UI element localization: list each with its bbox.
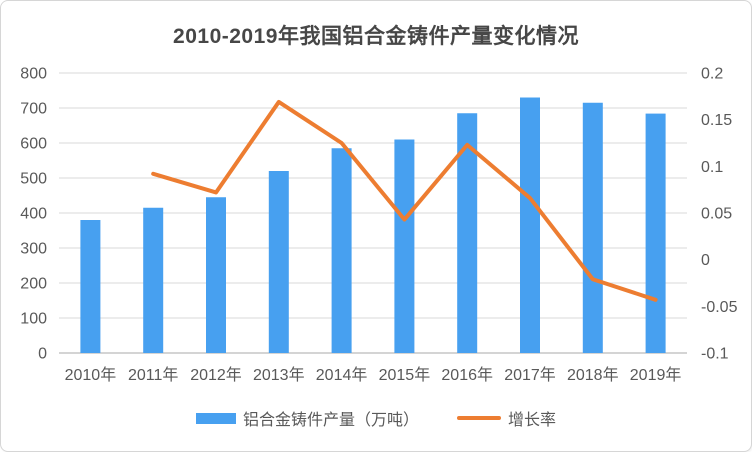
y-axis-right-tick-label: 0.15 bbox=[701, 112, 732, 129]
bar-2011年 bbox=[143, 207, 164, 353]
y-axis-left-tick-label: 600 bbox=[20, 136, 47, 153]
growth-rate-line bbox=[151, 99, 658, 302]
line-series-swatch bbox=[457, 416, 501, 420]
y-axis-left-tick-label: 700 bbox=[20, 101, 47, 118]
y-axis-right-tick-label: 0 bbox=[701, 252, 710, 269]
y-axis-right-tick-label: 0.05 bbox=[701, 206, 732, 223]
chart-title: 2010-2019年我国铝合金铸件产量变化情况 bbox=[173, 25, 579, 48]
y-axis-left-tick-label: 500 bbox=[20, 171, 47, 188]
bar-2018年 bbox=[582, 102, 603, 353]
bar-2014年 bbox=[331, 148, 352, 353]
x-axis-tick-label: 2019年 bbox=[630, 366, 682, 384]
bar-2010年 bbox=[80, 220, 101, 353]
y-axis-right-tick-label: 0.2 bbox=[701, 66, 723, 83]
bar-2016年 bbox=[457, 113, 478, 353]
bar-2013年 bbox=[268, 171, 289, 353]
x-axis-tick-label: 2010年 bbox=[65, 366, 117, 384]
bar-2019年 bbox=[645, 113, 666, 353]
y-axis-right-tick-label: -0.1 bbox=[701, 346, 729, 363]
x-axis-tick-label: 2012年 bbox=[190, 366, 242, 384]
x-axis-tick-label: 2011年 bbox=[128, 366, 178, 384]
x-axis-tick-label: 2017年 bbox=[504, 366, 556, 384]
y-axis-right-tick-label: -0.05 bbox=[701, 299, 738, 316]
y-axis-left-tick-label: 0 bbox=[38, 346, 47, 363]
y-axis-left-tick-label: 800 bbox=[20, 66, 47, 83]
bar-series-swatch bbox=[195, 412, 236, 424]
y-axis-left-tick-label: 300 bbox=[20, 241, 47, 258]
bar-2015年 bbox=[394, 139, 415, 353]
bar-2012年 bbox=[206, 197, 226, 353]
bar-2017年 bbox=[520, 97, 540, 353]
x-axis-tick-label: 2015年 bbox=[379, 366, 431, 384]
legend-item-production: 铝合金铸件产量（万吨） bbox=[195, 406, 419, 430]
y-axis-left-tick-label: 100 bbox=[20, 311, 47, 328]
legend-item-label: 铝合金铸件产量（万吨） bbox=[242, 412, 419, 429]
x-axis-tick-label: 2013年 bbox=[253, 366, 305, 384]
y-axis-left-tick-label: 400 bbox=[20, 206, 47, 223]
x-axis-tick-label: 2018年 bbox=[567, 366, 619, 384]
y-axis-right-tick-label: 0.1 bbox=[701, 159, 723, 176]
chart-legend: 铝合金铸件产量（万吨） 增长率 bbox=[1, 406, 751, 430]
x-axis-tick-label: 2016年 bbox=[441, 366, 493, 384]
legend-item-growth-rate: 增长率 bbox=[457, 406, 556, 430]
y-axis-left-tick-label: 200 bbox=[20, 276, 47, 293]
legend-item-label: 增长率 bbox=[508, 412, 557, 429]
x-axis-tick-label: 2014年 bbox=[316, 366, 368, 384]
